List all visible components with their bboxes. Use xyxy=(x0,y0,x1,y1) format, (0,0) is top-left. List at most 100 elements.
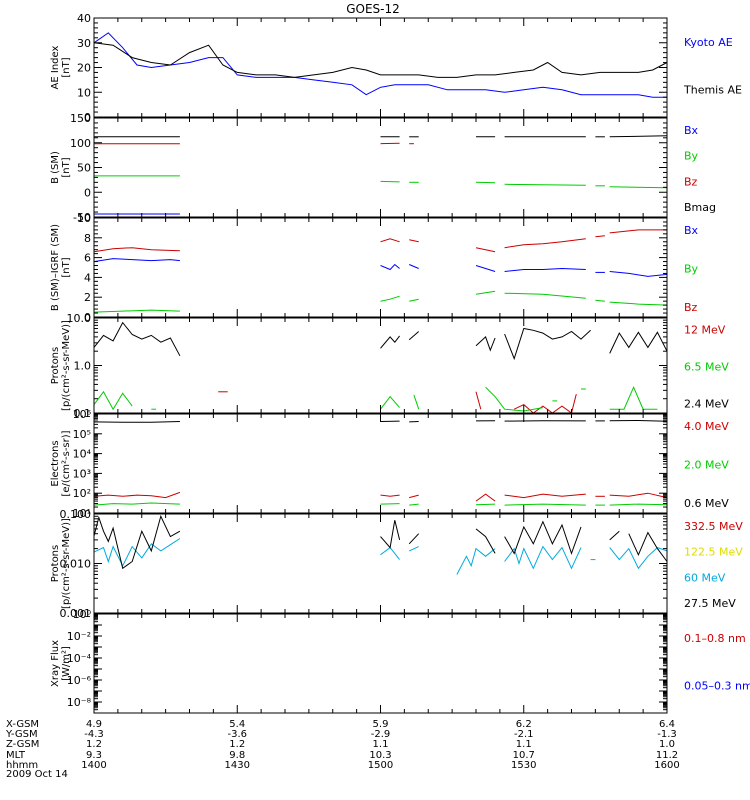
series-line-igrf-0-1 xyxy=(380,263,400,271)
chart-title: GOES-12 xyxy=(346,2,400,16)
legend-label-protons2-3: 27.5 MeV xyxy=(684,597,736,610)
x-tick-value-2-4: 1500 xyxy=(368,760,393,771)
legend-label-igrf-2: Bz xyxy=(684,301,698,314)
legend-label-electrons-1: 2.0 MeV xyxy=(684,458,729,471)
series-line-igrf-0-4 xyxy=(504,267,586,272)
y-tick-label-ae-0: 0 xyxy=(84,111,91,124)
series-line-protons2-1-0 xyxy=(93,514,181,570)
series-line-ae-1-0 xyxy=(93,42,668,78)
y-tick-label-protons2-0: 0.001 xyxy=(60,607,92,620)
series-line-protons2-0-1 xyxy=(380,546,400,560)
series-line-protons2-1-1 xyxy=(380,520,401,549)
legend-label-xray-0: 0.1–0.8 nm xyxy=(684,632,746,645)
x-tick-value-4-3: 11.2 xyxy=(656,750,678,761)
legend-label-xray-1: 0.05–0.3 nm xyxy=(684,679,750,692)
series-line-protons2-1-4 xyxy=(504,520,582,555)
y-axis-label-xray-0: Xray Flux xyxy=(50,640,61,687)
legend-label-igrf-0: Bx xyxy=(684,224,699,237)
series-line-protons1-2-0 xyxy=(93,321,181,357)
y-axis-label-b-1: [nT] xyxy=(61,157,72,177)
legend-label-igrf-1: By xyxy=(684,262,699,275)
x-tick-value-2-3: 10.3 xyxy=(369,750,391,761)
legend-label-protons2-2: 60 MeV xyxy=(684,571,726,584)
y-axis-label-igrf-0: B (SM)–IGRF (SM) xyxy=(50,224,61,311)
y-tick-label-igrf-1: 2 xyxy=(84,291,91,304)
series-line-electrons-1-4 xyxy=(504,503,586,506)
y-tick-label-electrons-3: 10⁴ xyxy=(73,448,92,461)
series-line-igrf-0-6 xyxy=(609,271,668,277)
series-line-b-1-4 xyxy=(504,183,586,186)
y-tick-label-protons1-0: 0.1 xyxy=(74,407,92,420)
panel-protons2: 0.001 0.010 0.100 Protons [p/(cm²-s-sr-MeV)]… xyxy=(50,508,743,620)
legend-label-electrons-2: 0.6 MeV xyxy=(684,497,729,510)
x-date-label: 2009 Oct 14 xyxy=(6,769,68,780)
series-line-electrons-1-6 xyxy=(609,503,668,506)
y-tick-label-protons2-1: 0.010 xyxy=(60,558,92,571)
series-line-protons1-1-3 xyxy=(413,394,420,410)
x-tick-value-4-0: 6.4 xyxy=(659,719,675,730)
y-tick-label-protons2-2: 0.100 xyxy=(60,508,92,521)
y-axis-label-protons2-1: [p/(cm²-s-sr-MeV)] xyxy=(61,518,72,609)
y-tick-label-b-2: 50 xyxy=(77,162,91,175)
panel-electrons: 10¹ 10² 10³ 10⁴ 10⁵ 10⁶ Electrons [e/(cm²-s-sr)… xyxy=(50,408,729,520)
panel-frame-electrons xyxy=(93,413,668,514)
x-tick-value-3-0: 6.2 xyxy=(516,719,532,730)
panel-ae: 0 10 20 30 40 AE Index [nT] Kyoto AE Themis AE xyxy=(50,12,742,124)
series-line-igrf-2-3 xyxy=(475,247,496,253)
y-tick-label-xray-7: 10⁻² xyxy=(67,630,91,643)
y-tick-label-electrons-1: 10² xyxy=(73,487,91,500)
series-line-b-2-1 xyxy=(380,142,400,145)
x-tick-value-3-1: -2.1 xyxy=(514,729,534,740)
x-tick-value-0-2: 1.2 xyxy=(86,739,102,750)
series-line-igrf-1-2 xyxy=(409,298,419,302)
series-line-electrons-0-4 xyxy=(504,493,586,499)
series-line-protons1-2-1 xyxy=(380,335,400,349)
series-line-igrf-2-2 xyxy=(409,239,419,243)
series-line-igrf-1-3 xyxy=(475,290,496,295)
panel-igrf: 0 2 4 6 8 10 B (SM)–IGRF (SM) [nT] Bx By Bz xyxy=(50,212,699,324)
y-tick-label-xray-5: 10⁻⁴ xyxy=(67,652,92,665)
legend-label-b-0: Bx xyxy=(684,124,699,137)
legend-label-electrons-0: 4.0 MeV xyxy=(684,420,729,433)
series-line-igrf-1-1 xyxy=(380,295,400,302)
legend-label-protons1-1: 6.5 MeV xyxy=(684,360,729,373)
y-tick-label-b-0: -50 xyxy=(73,211,91,224)
x-tick-value-4-4: 1600 xyxy=(654,760,679,771)
series-line-electrons-2-0 xyxy=(93,421,180,423)
series-line-electrons-1-2 xyxy=(409,503,419,506)
panel-frame-ae xyxy=(93,17,668,118)
x-row-label-2: Z-GSM xyxy=(6,739,39,750)
series-line-electrons-2-6 xyxy=(609,419,668,422)
x-tick-value-1-4: 1430 xyxy=(225,760,250,771)
x-tick-value-2-0: 5.9 xyxy=(373,719,389,730)
series-line-protons2-1-2 xyxy=(408,533,420,545)
y-tick-label-electrons-5: 10⁶ xyxy=(73,408,92,421)
series-line-protons1-2-3 xyxy=(475,336,496,352)
series-line-protons2-0-2 xyxy=(408,546,419,552)
panel-protons1: 0.1 1.0 10.0 Protons [p/(cm²-s-sr-MeV)] 12 Me… xyxy=(50,312,729,420)
x-tick-value-1-3: 9.8 xyxy=(229,750,245,761)
series-line-igrf-1-0 xyxy=(93,309,180,313)
x-tick-value-4-1: -1.3 xyxy=(657,729,677,740)
y-axis-label-electrons-0: Electrons xyxy=(50,440,61,486)
legend-label-b-1: By xyxy=(684,150,699,163)
y-tick-label-ae-1: 10 xyxy=(77,86,91,99)
series-line-electrons-1-3 xyxy=(475,503,496,506)
y-tick-label-ae-2: 20 xyxy=(77,62,91,75)
series-line-protons2-1-3 xyxy=(475,528,496,554)
x-row-label-4: hhmm xyxy=(6,760,38,771)
series-line-igrf-2-6 xyxy=(609,229,667,234)
y-tick-label-xray-9: 10⁰ xyxy=(73,608,92,621)
x-tick-value-3-3: 10.7 xyxy=(513,750,535,761)
series-line-b-1-6 xyxy=(609,186,668,189)
legend-label-ae-1: Themis AE xyxy=(683,83,742,96)
y-tick-label-protons1-2: 10.0 xyxy=(67,312,92,325)
series-line-electrons-0-0 xyxy=(93,491,181,499)
series-line-b-3-6 xyxy=(609,135,668,138)
x-tick-value-3-4: 1530 xyxy=(511,760,536,771)
panel-frame-igrf xyxy=(93,217,668,318)
panel-frame-protons2 xyxy=(93,513,668,614)
